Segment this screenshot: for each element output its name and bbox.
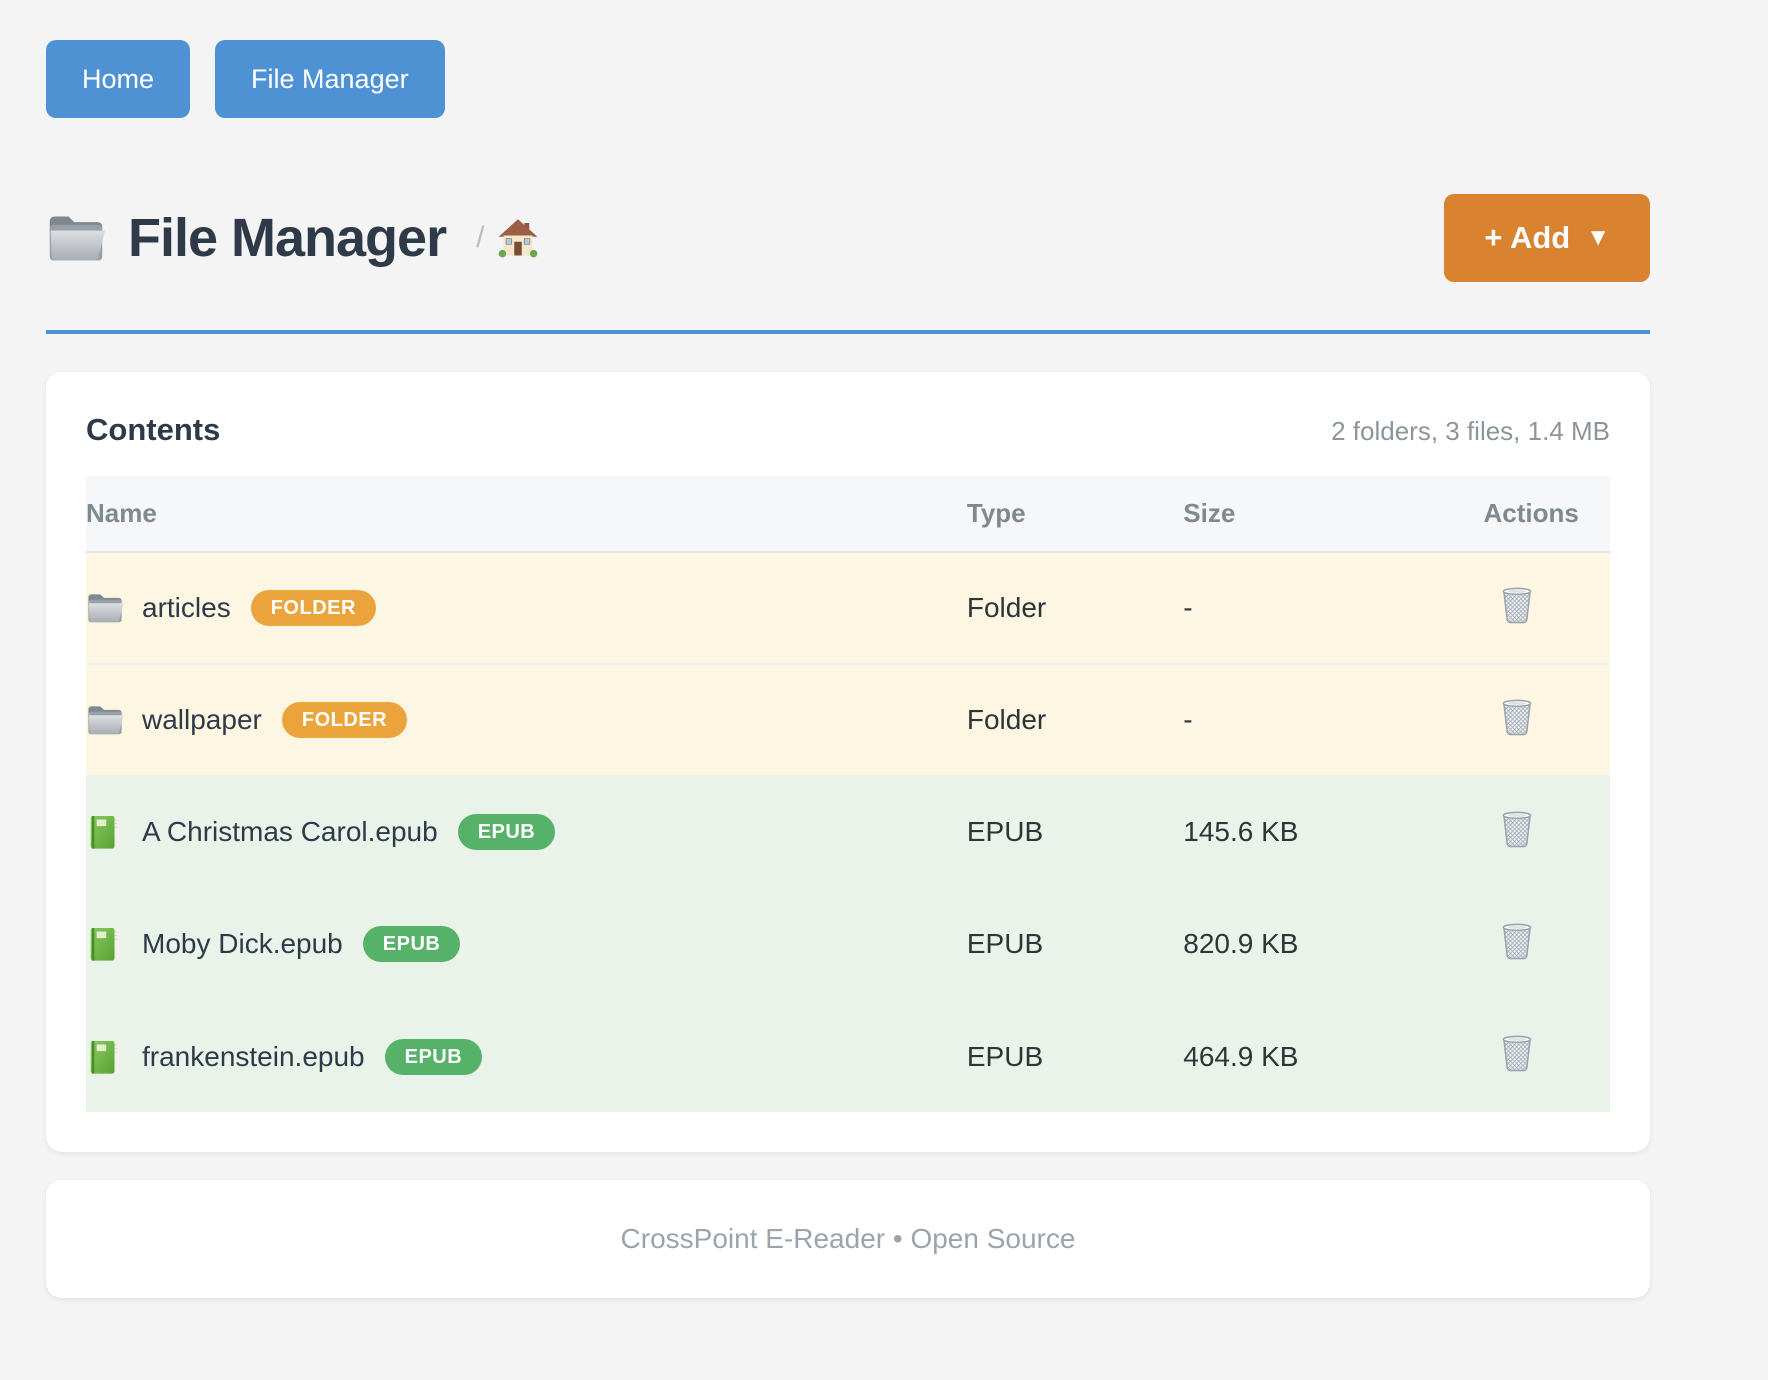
trash-icon: [1498, 696, 1536, 738]
book-icon: [86, 1038, 124, 1076]
contents-summary: 2 folders, 3 files, 1.4 MB: [1331, 416, 1610, 446]
column-header-name: Name: [86, 476, 967, 553]
add-button[interactable]: + Add ▼: [1444, 194, 1650, 282]
file-name[interactable]: frankenstein.epub: [142, 1040, 365, 1072]
breadcrumb-separator: /: [476, 221, 485, 254]
trash-icon: [1498, 920, 1536, 962]
epub-badge: EPUB: [384, 1038, 483, 1075]
table-row[interactable]: Moby Dick.epub EPUB EPUB 820.9 KB: [86, 887, 1610, 1000]
folder-icon: [86, 589, 124, 627]
file-table: Name Type Size Actions articles FOLDER: [86, 476, 1610, 1112]
file-type: EPUB: [966, 887, 1184, 1000]
add-button-label: + Add: [1484, 220, 1571, 255]
delete-button[interactable]: [1498, 696, 1536, 738]
trash-icon: [1498, 808, 1536, 850]
title-group: File Manager /: [46, 207, 538, 269]
file-name[interactable]: A Christmas Carol.epub: [142, 816, 438, 847]
table-header-row: Name Type Size Actions: [86, 476, 1610, 553]
file-size: -: [1183, 663, 1484, 776]
column-header-size: Size: [1183, 476, 1484, 553]
home-icon[interactable]: [498, 218, 538, 258]
file-type: Folder: [966, 663, 1184, 776]
page-title: File Manager: [128, 208, 447, 268]
column-header-actions: Actions: [1483, 476, 1610, 553]
file-type: Folder: [966, 552, 1184, 664]
breadcrumb: /: [476, 218, 538, 258]
top-nav: Home File Manager: [46, 40, 1650, 118]
footer: CrossPoint E-Reader • Open Source: [46, 1180, 1650, 1298]
trash-icon: [1498, 584, 1536, 626]
table-row[interactable]: frankenstein.epub EPUB EPUB 464.9 KB: [86, 999, 1610, 1112]
delete-button[interactable]: [1498, 584, 1536, 626]
home-nav-button[interactable]: Home: [46, 40, 191, 118]
folder-icon: [46, 211, 106, 265]
trash-icon: [1498, 1032, 1536, 1074]
contents-card-header: Contents 2 folders, 3 files, 1.4 MB: [86, 412, 1610, 448]
caret-down-icon: ▼: [1586, 224, 1610, 251]
file-type: EPUB: [966, 775, 1184, 888]
folder-icon: [86, 701, 124, 739]
file-name[interactable]: wallpaper: [142, 704, 262, 735]
delete-button[interactable]: [1498, 1032, 1536, 1074]
contents-card: Contents 2 folders, 3 files, 1.4 MB Name…: [46, 372, 1650, 1152]
file-size: 464.9 KB: [1183, 999, 1484, 1112]
epub-badge: EPUB: [362, 926, 461, 962]
file-size: 145.6 KB: [1183, 775, 1484, 888]
folder-badge: FOLDER: [250, 590, 376, 626]
file-size: 820.9 KB: [1183, 887, 1484, 1000]
book-icon: [86, 813, 124, 851]
page-header: File Manager / + Add ▼: [46, 192, 1650, 284]
page: Home File Manager File Manager / + Add ▼…: [46, 40, 1650, 1298]
column-header-type: Type: [966, 476, 1184, 553]
header-divider: [46, 330, 1650, 334]
table-row[interactable]: articles FOLDER Folder -: [86, 552, 1610, 664]
file-name[interactable]: articles: [142, 592, 231, 623]
footer-text: CrossPoint E-Reader • Open Source: [620, 1223, 1076, 1254]
delete-button[interactable]: [1498, 920, 1536, 962]
table-row[interactable]: wallpaper FOLDER Folder -: [86, 663, 1610, 776]
contents-heading: Contents: [86, 412, 221, 447]
delete-button[interactable]: [1498, 808, 1536, 850]
book-icon: [86, 925, 124, 963]
file-type: EPUB: [966, 999, 1184, 1112]
table-row[interactable]: A Christmas Carol.epub EPUB EPUB 145.6 K…: [86, 775, 1610, 888]
file-size: -: [1183, 552, 1484, 664]
epub-badge: EPUB: [457, 814, 556, 850]
file-name[interactable]: Moby Dick.epub: [142, 928, 343, 959]
folder-badge: FOLDER: [281, 702, 408, 738]
file-manager-nav-button[interactable]: File Manager: [215, 40, 445, 118]
